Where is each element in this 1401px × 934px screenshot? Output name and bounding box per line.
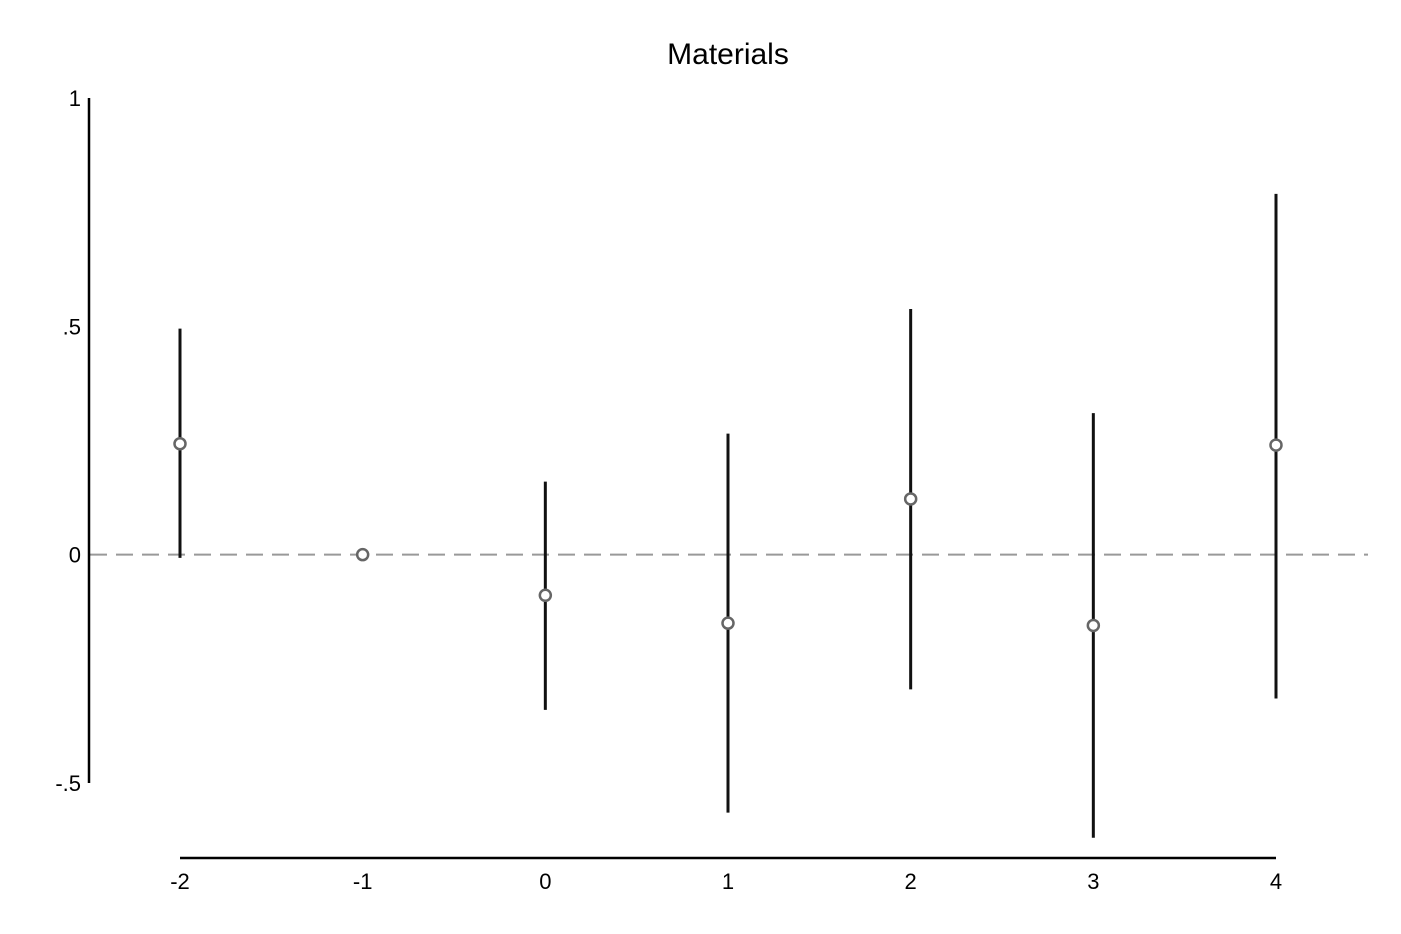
point-estimate <box>1269 438 1283 452</box>
x-tick-label: -1 <box>353 869 373 894</box>
y-tick-label: -.5 <box>55 771 81 796</box>
axes: 1 .5 0 -.5 -2 -1 0 1 2 3 4 <box>55 86 1282 894</box>
x-tick-label: 4 <box>1270 869 1282 894</box>
x-tick-label: -2 <box>170 869 190 894</box>
y-tick-label: .5 <box>63 314 81 339</box>
point-estimate <box>721 616 735 630</box>
x-tick-label: 3 <box>1087 869 1099 894</box>
point-estimate <box>538 588 553 603</box>
point-estimate <box>173 436 187 451</box>
x-tick-label: 2 <box>905 869 917 894</box>
x-tick-label: 1 <box>722 869 734 894</box>
x-tick-label: 0 <box>539 869 551 894</box>
y-tick-label: 1 <box>69 86 81 111</box>
y-tick-label: 0 <box>69 543 81 568</box>
point-markers <box>173 436 1283 633</box>
point-estimate <box>1086 618 1101 633</box>
confidence-intervals <box>178 193 1278 838</box>
point-estimate <box>355 547 370 562</box>
point-estimate <box>903 492 918 506</box>
chart-title: Materials <box>667 38 789 71</box>
